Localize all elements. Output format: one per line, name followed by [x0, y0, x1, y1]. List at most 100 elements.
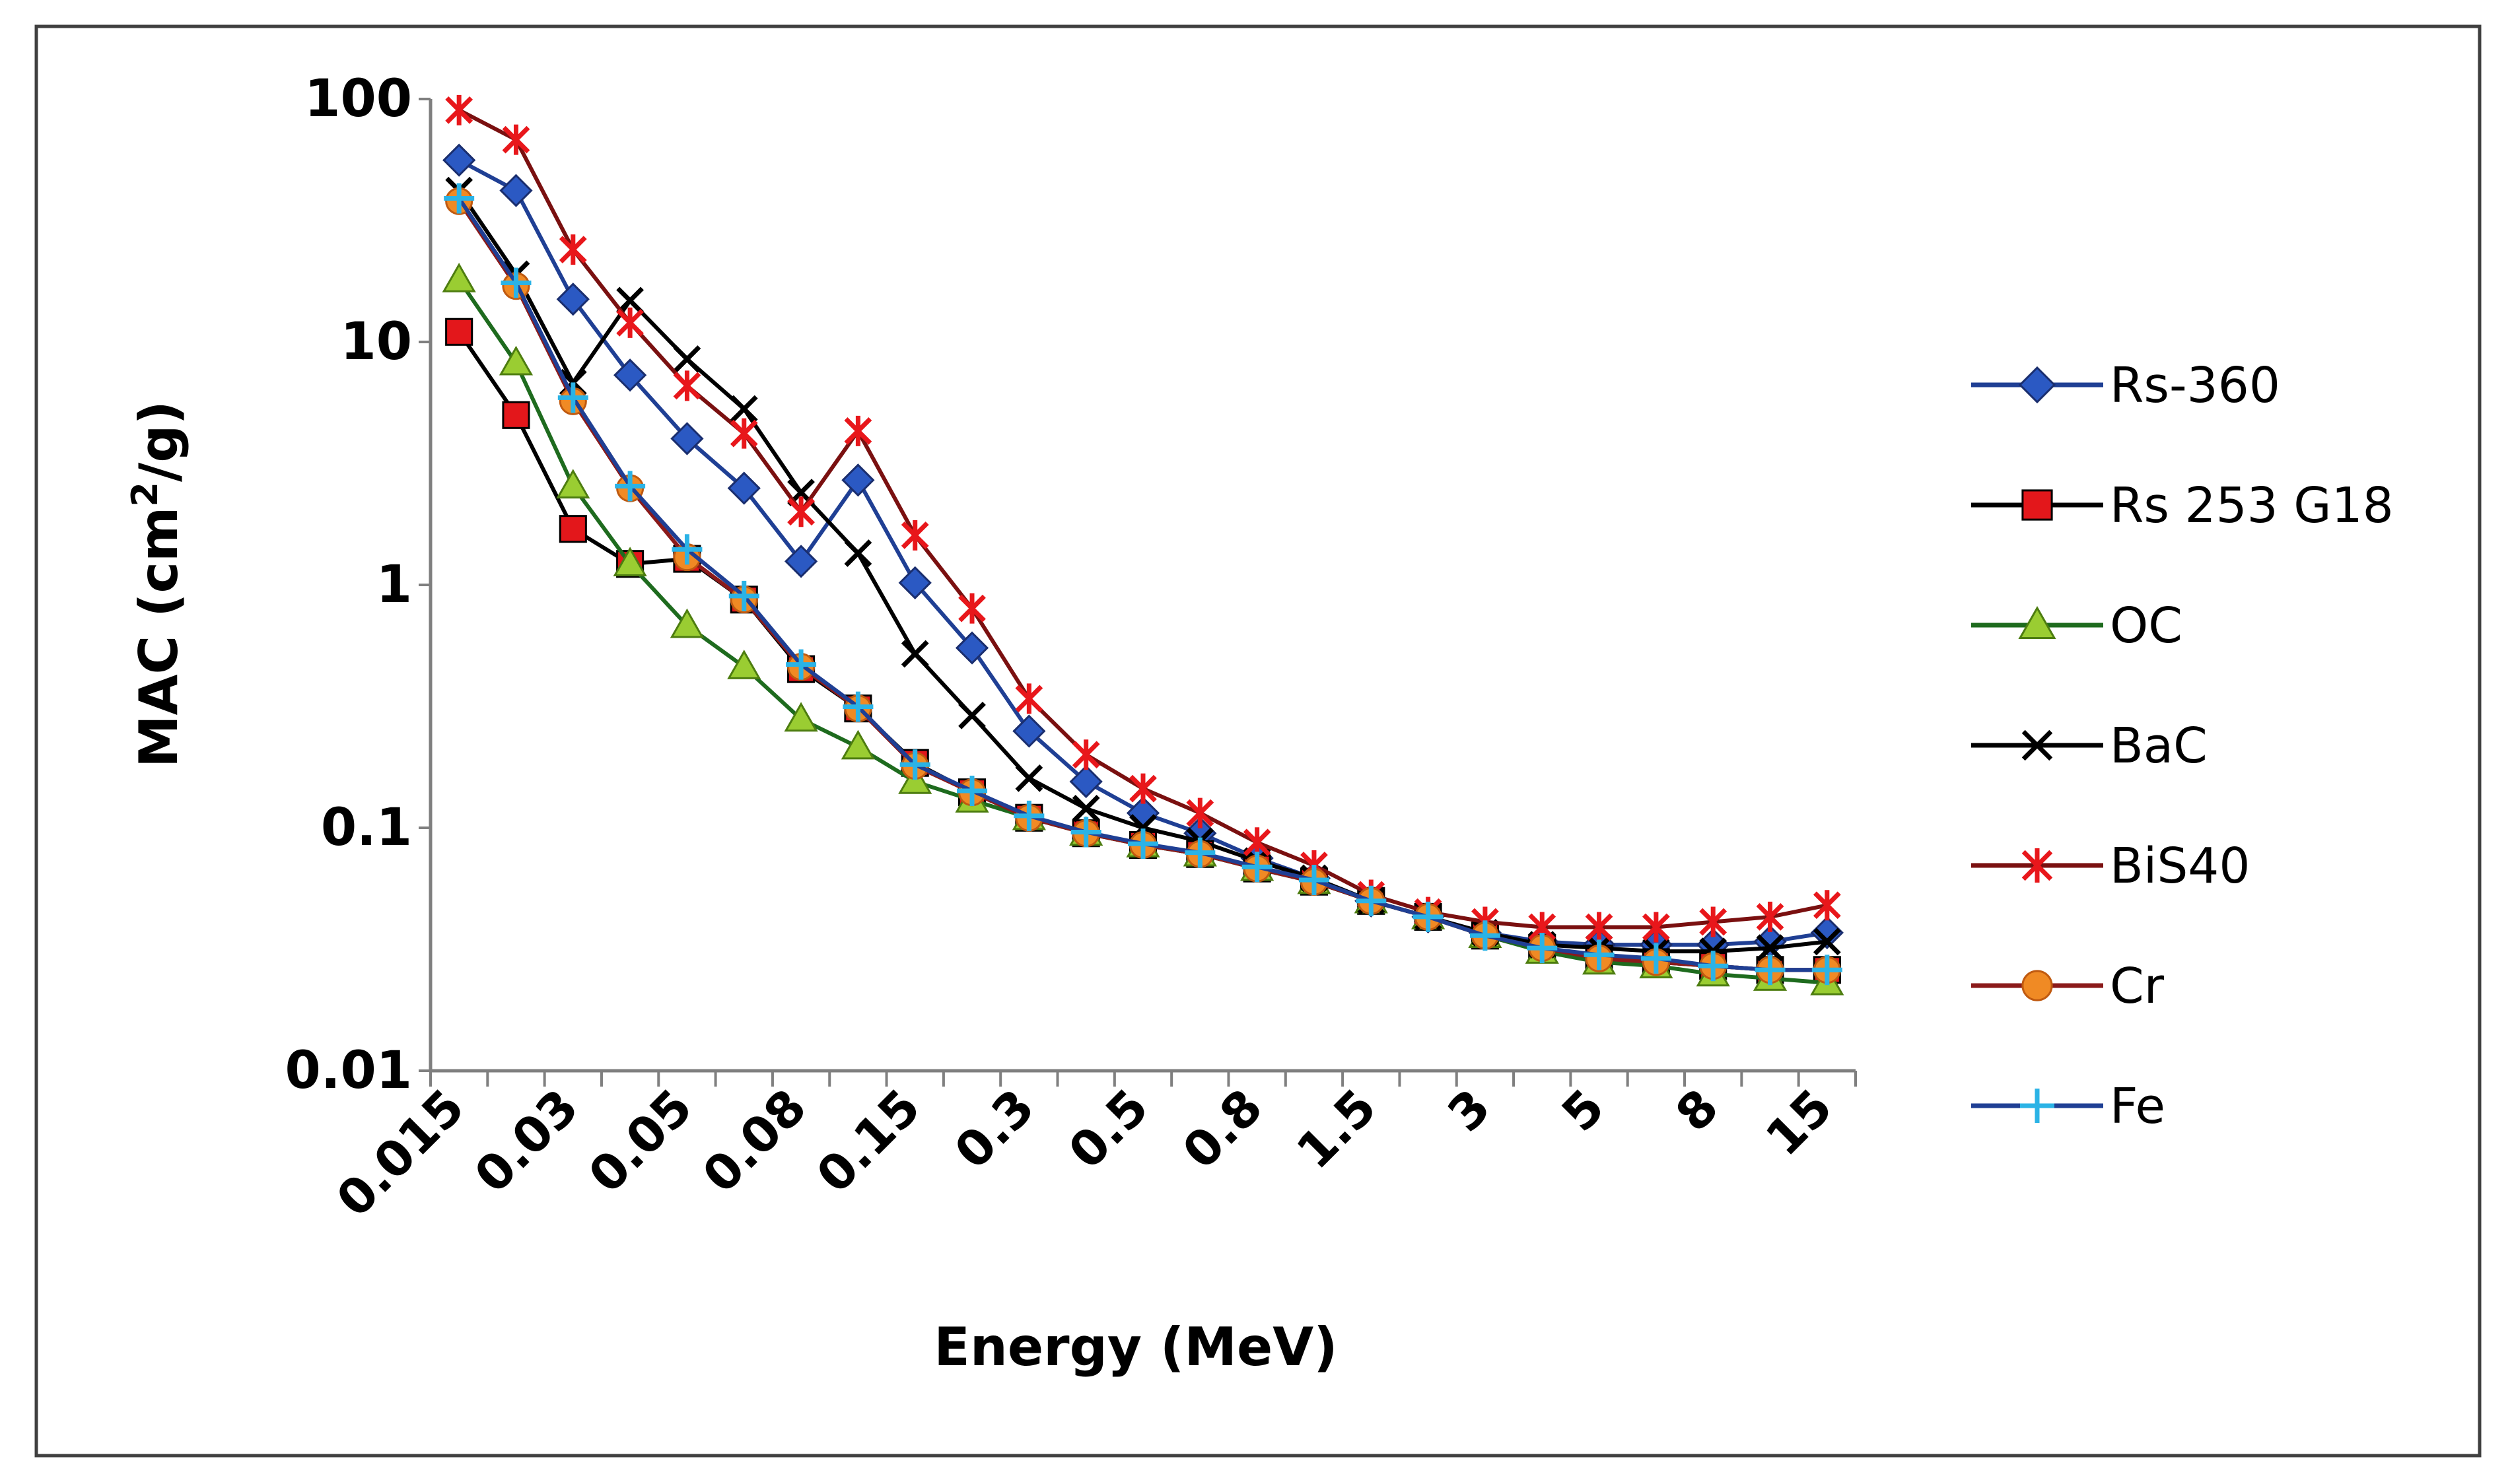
data-point-fe	[1640, 943, 1671, 974]
legend-marker	[2021, 970, 2053, 1001]
data-point-bis40	[901, 520, 929, 551]
data-point-bis40	[559, 234, 587, 265]
legend-marker	[2018, 605, 2056, 639]
legend-marker	[2021, 489, 2053, 521]
data-point-bac	[901, 640, 929, 668]
data-point-bis40	[673, 370, 701, 401]
data-point-fe	[1527, 933, 1558, 964]
legend-item-bac: BaC	[1971, 718, 2208, 774]
data-point-bis40	[445, 94, 473, 125]
data-point-fe	[1698, 951, 1729, 982]
data-point-bis40	[1015, 683, 1043, 714]
data-point-bac	[616, 287, 644, 315]
y-axis-title-pre: MAC (cm	[128, 507, 190, 768]
data-point-bac	[844, 539, 872, 567]
legend-label: Rs-360	[2110, 357, 2280, 414]
legend-label: BaC	[2110, 718, 2208, 774]
data-point-fe	[557, 382, 588, 413]
legend-marker	[2021, 729, 2053, 761]
data-point-oc	[442, 263, 476, 292]
y-tick-label: 10	[340, 312, 412, 372]
data-point-rs-253-g18	[559, 515, 587, 543]
data-point-fe	[1811, 955, 1842, 986]
data-point-rs-360	[1012, 714, 1046, 748]
legend-marker	[2018, 366, 2056, 404]
data-point-bis40	[1813, 890, 1841, 921]
data-point-oc	[841, 729, 875, 760]
data-point-rs-253-g18	[445, 318, 473, 346]
data-point-bis40	[502, 124, 530, 155]
data-point-fe	[843, 691, 874, 722]
legend-item-oc: OC	[1971, 597, 2182, 654]
data-point-bis40	[787, 496, 815, 527]
data-point-bac	[673, 345, 701, 373]
data-point-rs-360	[955, 631, 989, 665]
data-point-rs-360	[1069, 764, 1103, 799]
data-point-fe	[1185, 837, 1216, 868]
data-point-bis40	[616, 307, 644, 338]
legend-label: BiS40	[2110, 838, 2250, 894]
y-tick-label: 100	[304, 69, 412, 129]
data-point-rs-360	[442, 143, 476, 177]
data-point-rs-360	[727, 471, 761, 505]
data-point-fe	[957, 775, 988, 806]
data-point-bis40	[1129, 773, 1157, 804]
data-point-fe	[1356, 885, 1387, 916]
data-point-fe	[1755, 955, 1786, 986]
series-layer	[442, 94, 1844, 995]
legend-item-rs-253-g18: Rs 253 G18	[1971, 477, 2394, 534]
data-point-oc	[784, 702, 818, 732]
data-point-bis40	[1072, 739, 1100, 770]
data-point-fe	[444, 183, 475, 214]
data-point-fe	[672, 534, 703, 565]
data-point-fe	[1412, 901, 1444, 932]
y-axis-title-post: /g)	[128, 401, 190, 482]
data-point-fe	[1128, 828, 1158, 860]
legend-label: Fe	[2110, 1078, 2165, 1135]
data-point-bis40	[1699, 906, 1727, 937]
legend-item-cr: Cr	[1971, 958, 2165, 1015]
data-point-bac	[1072, 794, 1100, 823]
data-point-fe	[1014, 800, 1045, 831]
data-point-bis40	[958, 593, 986, 624]
legend-label: OC	[2110, 597, 2182, 654]
data-point-rs-360	[1810, 916, 1844, 950]
data-point-fe	[615, 471, 646, 502]
data-point-fe	[1469, 920, 1500, 951]
data-point-oc	[499, 345, 534, 376]
x-axis-title: Energy (MeV)	[934, 1316, 1337, 1378]
y-axis-title: MAC (cm2/g)	[124, 401, 190, 768]
data-point-bis40	[1642, 912, 1670, 943]
data-point-bac	[1015, 764, 1043, 792]
data-point-rs-360	[898, 566, 932, 599]
data-point-bis40	[730, 418, 758, 449]
data-point-fe	[1241, 852, 1272, 883]
legend-item-fe: Fe	[1971, 1078, 2165, 1135]
y-tick-label: 0.01	[285, 1041, 412, 1100]
series-fe	[444, 183, 1842, 986]
data-point-bis40	[1186, 797, 1214, 828]
legend-item-rs-360: Rs-360	[1971, 357, 2280, 414]
data-point-fe	[1070, 817, 1101, 848]
data-point-rs-360	[670, 422, 704, 455]
y-tick-label: 1	[376, 555, 412, 615]
legend-marker	[2021, 848, 2053, 883]
y-axis: 0.01 0.1 1 10 100	[285, 69, 433, 1100]
data-point-rs-360	[613, 358, 647, 392]
legend-label: Cr	[2110, 958, 2165, 1015]
y-tick-label: 0.1	[321, 798, 412, 858]
data-point-fe	[501, 267, 532, 298]
data-point-bac	[958, 701, 986, 729]
data-point-rs-360	[556, 283, 590, 316]
data-point-rs-360	[499, 174, 533, 207]
data-point-rs-360	[841, 463, 875, 497]
data-point-bis40	[844, 415, 872, 446]
data-point-fe	[728, 580, 759, 611]
data-point-fe	[1584, 939, 1615, 970]
legend-marker	[2020, 1089, 2054, 1123]
data-point-bis40	[1585, 912, 1613, 943]
data-point-rs-360	[784, 545, 818, 578]
data-point-bac	[1756, 934, 1784, 962]
data-point-fe	[786, 649, 817, 680]
